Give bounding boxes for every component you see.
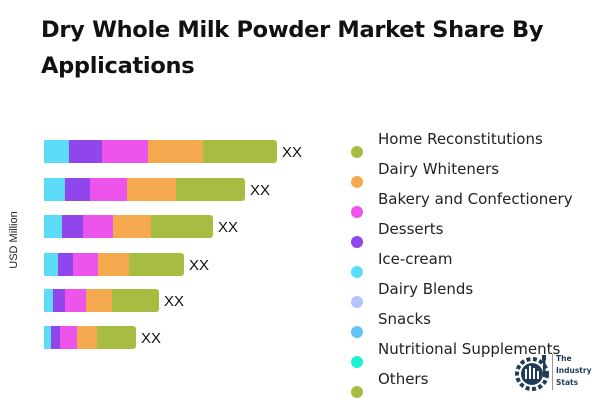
legend-item: Snacks: [351, 310, 600, 348]
gear-wrench-icon: [515, 355, 549, 391]
bar-segment-bakery-and-confectionery: [60, 326, 77, 349]
bar-value-label: XX: [141, 330, 162, 347]
legend-label: Dairy Blends: [378, 280, 474, 298]
legend-dot-icon: [351, 236, 363, 248]
logo: The Industry Stats: [514, 351, 600, 393]
legend-label: Ice-cream: [378, 250, 453, 268]
bar-segment-home-reconstitutions: [97, 326, 136, 349]
legend-item: Desserts: [351, 220, 600, 258]
bar-segment-bakery-and-confectionery: [83, 215, 113, 238]
bar-segment-home-reconstitutions: [176, 178, 245, 201]
bar-segment-ice-cream: [44, 326, 51, 349]
legend-dot-icon: [351, 266, 363, 278]
y-axis-label: USD Million: [8, 211, 20, 269]
bar-segment-home-reconstitutions: [203, 140, 277, 163]
legend-label: Bakery and Confectionery: [378, 190, 573, 208]
bar-segment-desserts: [53, 289, 65, 312]
bar-segment-bakery-and-confectionery: [90, 178, 127, 201]
bar-segment-desserts: [62, 215, 83, 238]
legend-label: Snacks: [378, 310, 431, 328]
stacked-bar: [44, 253, 184, 276]
bar-value-label: XX: [282, 144, 303, 161]
stacked-bar: [44, 326, 136, 349]
legend-item: Nutritional Supplements: [351, 340, 600, 378]
bar-segment-bakery-and-confectionery: [65, 289, 86, 312]
bar-segment-dairy-whiteners: [77, 326, 97, 349]
legend-dot-icon: [351, 356, 363, 368]
bar-segment-bakery-and-confectionery: [73, 253, 98, 276]
bar-segment-ice-cream: [44, 215, 62, 238]
bar-segment-dairy-whiteners: [148, 140, 203, 163]
bar-segment-ice-cream: [44, 289, 53, 312]
bar-value-label: XX: [250, 182, 271, 199]
stacked-bar: [44, 178, 245, 201]
legend-dot-icon: [351, 386, 363, 398]
bar-segment-bakery-and-confectionery: [102, 140, 148, 163]
bar-segment-desserts: [51, 326, 60, 349]
bar-value-label: XX: [164, 293, 185, 310]
bar-segment-ice-cream: [44, 140, 69, 163]
bar-segment-home-reconstitutions: [112, 289, 159, 312]
legend-label: Dairy Whiteners: [378, 160, 500, 178]
logo-divider: [552, 354, 553, 390]
legend-item: Others: [351, 370, 600, 408]
bar-segment-dairy-whiteners: [113, 215, 151, 238]
legend-dot-icon: [351, 146, 363, 158]
legend-dot-icon: [351, 176, 363, 188]
stacked-bar: [44, 215, 213, 238]
bar-value-label: XX: [218, 219, 239, 236]
bar-segment-desserts: [58, 253, 73, 276]
legend-label: Home Reconstitutions: [378, 130, 543, 148]
legend-item: Home Reconstitutions: [351, 130, 600, 168]
bar-segment-dairy-whiteners: [98, 253, 129, 276]
bar-segment-ice-cream: [44, 253, 58, 276]
legend-item: Dairy Blends: [351, 280, 600, 318]
chart-title: Dry Whole Milk Powder Market Share By Ap…: [41, 17, 544, 79]
stacked-bar: [44, 140, 277, 163]
stacked-bar: [44, 289, 159, 312]
legend-label: Nutritional Supplements: [378, 340, 561, 358]
legend-dot-icon: [351, 326, 363, 338]
legend-label: Desserts: [378, 220, 444, 238]
bar-segment-home-reconstitutions: [151, 215, 213, 238]
legend-label: Others: [378, 370, 429, 388]
bar-segment-desserts: [65, 178, 90, 201]
bar-segment-dairy-whiteners: [86, 289, 112, 312]
legend-dot-icon: [351, 296, 363, 308]
bar-segment-dairy-whiteners: [127, 178, 176, 201]
legend-dot-icon: [351, 206, 363, 218]
logo-text: The Industry Stats: [556, 354, 592, 387]
bar-value-label: XX: [189, 257, 210, 274]
bar-segment-home-reconstitutions: [129, 253, 184, 276]
legend-item: Ice-cream: [351, 250, 600, 288]
legend-item: Bakery and Confectionery: [351, 190, 600, 228]
bar-segment-ice-cream: [44, 178, 65, 201]
legend-item: Dairy Whiteners: [351, 160, 600, 198]
bar-segment-desserts: [69, 140, 102, 163]
